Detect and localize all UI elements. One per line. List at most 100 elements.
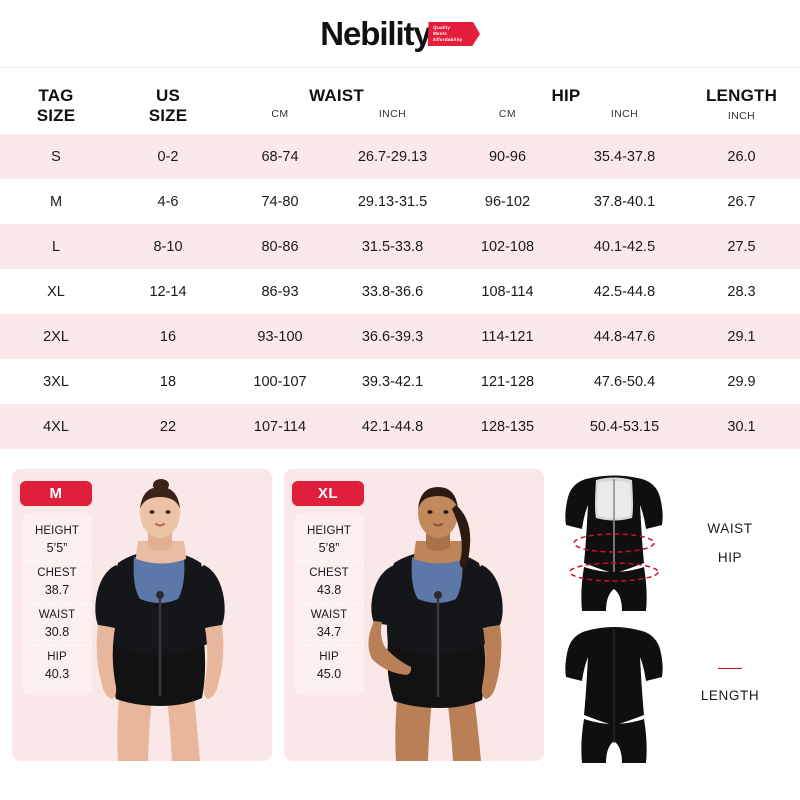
spec-panel-xl: HEIGHT 5’8” CHEST 43.8 WAIST 34.7 HIP 45… (294, 513, 364, 695)
cell-waist-cm: 100-107 (224, 359, 336, 404)
cell-hip-cm: 128-135 (449, 404, 566, 449)
size-badge-m: M (20, 481, 92, 506)
cell-hip-inch: 37.8-40.1 (566, 179, 684, 224)
tagline-line-3: Affordability (432, 36, 463, 42)
spec-row-chest: CHEST 43.8 (294, 561, 364, 603)
cell-hip-inch: 50.4-53.15 (566, 404, 684, 449)
cell-waist-inch: 39.3-42.1 (336, 359, 449, 404)
cell-waist-cm: 80-86 (224, 224, 336, 269)
cell-length-inch: 26.0 (683, 134, 800, 179)
spec-row-chest: CHEST 38.7 (22, 561, 92, 603)
size-table: TAG SIZE US SIZE WAIST HIP LENGTH INCH C… (0, 68, 800, 449)
cell-hip-inch: 47.6-50.4 (566, 359, 684, 404)
cell-hip-cm: 90-96 (449, 134, 566, 179)
spec-label: CHEST (37, 567, 77, 579)
table-row: S 0-2 68-74 26.7-29.13 90-96 35.4-37.8 2… (0, 134, 800, 179)
spec-label: HEIGHT (34, 525, 80, 537)
cell-waist-inch: 26.7-29.13 (336, 134, 449, 179)
col-header-length: LENGTH INCH (683, 68, 800, 134)
cell-waist-cm: 86-93 (224, 269, 336, 314)
cell-waist-cm: 68-74 (224, 134, 336, 179)
label-length: LENGTH (693, 684, 767, 706)
spec-value: 40.3 (44, 667, 70, 681)
length-cap-bottom-icon (718, 667, 742, 699)
spec-label: HIP (47, 651, 67, 663)
spec-label: HIP (319, 651, 339, 663)
cell-tag-size: M (0, 179, 112, 224)
cell-us-size: 0-2 (112, 134, 224, 179)
tagline-line-2: Meets (432, 30, 447, 36)
cell-hip-cm: 102-108 (449, 224, 566, 269)
cell-hip-cm: 121-128 (449, 359, 566, 404)
cell-waist-inch: 31.5-33.8 (336, 224, 449, 269)
cell-length-inch: 27.5 (683, 224, 800, 269)
table-body: S 0-2 68-74 26.7-29.13 90-96 35.4-37.8 2… (0, 134, 800, 449)
table-row: M 4-6 74-80 29.13-31.5 96-102 37.8-40.1 … (0, 179, 800, 224)
cell-us-size: 18 (112, 359, 224, 404)
cell-tag-size: L (0, 224, 112, 269)
cell-hip-cm: 96-102 (449, 179, 566, 224)
spec-value: 34.7 (316, 625, 342, 639)
back-dimension-labels: LENGTH (672, 667, 788, 706)
cell-hip-inch: 35.4-37.8 (566, 134, 684, 179)
col-header-hip: HIP (551, 86, 581, 105)
size-badge-xl: XL (292, 481, 364, 506)
brand-name: Nebility (320, 15, 431, 52)
logo: Nebility Quality Meets Affordability (320, 17, 479, 50)
cell-waist-cm: 93-100 (224, 314, 336, 359)
diagram-front: WAIST HIP (556, 471, 788, 615)
table-row: 3XL 18 100-107 39.3-42.1 121-128 47.6-50… (0, 359, 800, 404)
table-row: XL 12-14 86-93 33.8-36.6 108-114 42.5-44… (0, 269, 800, 314)
cell-tag-size: S (0, 134, 112, 179)
tagline-line-1: Quality (432, 24, 450, 30)
spec-row-hip: HIP 45.0 (294, 645, 364, 687)
cell-waist-cm: 74-80 (224, 179, 336, 224)
col-subheader-hip-inch: INCH (610, 108, 639, 120)
cell-hip-cm: 108-114 (449, 269, 566, 314)
cell-hip-cm: 114-121 (449, 314, 566, 359)
cell-us-size: 8-10 (112, 224, 224, 269)
spec-row-waist: WAIST 30.8 (22, 603, 92, 645)
cell-waist-inch: 33.8-36.6 (336, 269, 449, 314)
spec-panel-m: HEIGHT 5’5” CHEST 38.7 WAIST 30.8 HIP 40… (22, 513, 92, 695)
model-card-m: M HEIGHT 5’5” CHEST 38.7 WAIST 30.8 HIP … (12, 469, 272, 761)
cell-us-size: 12-14 (112, 269, 224, 314)
table-row: L 8-10 80-86 31.5-33.8 102-108 40.1-42.5… (0, 224, 800, 269)
cell-length-inch: 29.1 (683, 314, 800, 359)
garment-back-icon (556, 623, 672, 767)
col-header-tag-size: TAG SIZE (36, 86, 76, 125)
spec-row-hip: HIP 40.3 (22, 645, 92, 687)
cell-waist-cm: 107-114 (224, 404, 336, 449)
model-card-xl: XL HEIGHT 5’8” CHEST 43.8 WAIST 34.7 HIP… (284, 469, 544, 761)
cell-waist-inch: 29.13-31.5 (336, 179, 449, 224)
cell-tag-size: XL (0, 269, 112, 314)
col-subheader-length-inch: INCH (727, 110, 756, 122)
spec-label: WAIST (310, 609, 348, 621)
spec-value: 43.8 (316, 583, 342, 597)
spec-row-height: HEIGHT 5’8” (294, 520, 364, 561)
cell-us-size: 4-6 (112, 179, 224, 224)
label-hip: HIP (717, 550, 743, 565)
brand-header: Nebility Quality Meets Affordability (0, 0, 800, 68)
measurement-diagrams: WAIST HIP LENGTH (556, 469, 788, 767)
spec-value: 30.8 (44, 625, 70, 639)
length-measure: LENGTH (672, 667, 788, 706)
cell-waist-inch: 42.1-44.8 (336, 404, 449, 449)
spec-label: HEIGHT (306, 525, 352, 537)
cell-us-size: 22 (112, 404, 224, 449)
col-subheader-waist-inch: INCH (378, 108, 407, 120)
table-row: 2XL 16 93-100 36.6-39.3 114-121 44.8-47.… (0, 314, 800, 359)
cell-us-size: 16 (112, 314, 224, 359)
spec-label: WAIST (38, 609, 76, 621)
spec-label: CHEST (309, 567, 349, 579)
brand-tagline-tag-icon: Quality Meets Affordability (427, 22, 480, 46)
col-header-us-size: US SIZE (148, 86, 188, 125)
model-illustration-icon (12, 469, 272, 761)
col-header-waist: WAIST (309, 86, 364, 105)
cell-tag-size: 4XL (0, 404, 112, 449)
garment-front-icon (556, 471, 672, 615)
cell-length-inch: 30.1 (683, 404, 800, 449)
cell-hip-inch: 44.8-47.6 (566, 314, 684, 359)
spec-value: 38.7 (44, 583, 70, 597)
